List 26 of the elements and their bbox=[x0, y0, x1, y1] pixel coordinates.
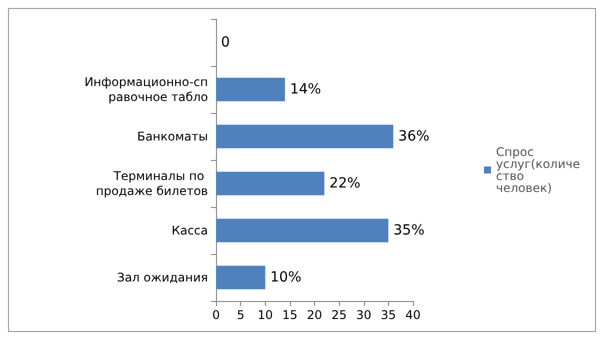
x-tick-label: 10 bbox=[258, 308, 273, 322]
y-tick-label: Зал ожидания bbox=[117, 270, 208, 284]
bar bbox=[216, 78, 285, 102]
x-tick-label: 20 bbox=[306, 308, 322, 322]
y-tick-label: Информационно-справочное табло bbox=[84, 75, 208, 104]
bar bbox=[216, 218, 388, 242]
x-tick-label: 35 bbox=[380, 308, 396, 322]
x-tick-label: 25 bbox=[331, 308, 347, 322]
x-tick-label: 30 bbox=[356, 308, 372, 322]
data-label: 35% bbox=[393, 222, 424, 238]
y-tick-label: Терминалы по продаже билетов bbox=[96, 169, 208, 198]
bar bbox=[216, 172, 324, 196]
bar bbox=[216, 124, 394, 148]
y-tick-label: Банкоматы bbox=[137, 130, 208, 144]
data-label: 0 bbox=[221, 34, 230, 50]
data-label: 36% bbox=[398, 128, 430, 144]
x-tick-label: 0 bbox=[212, 308, 220, 322]
data-label: 22% bbox=[329, 176, 360, 192]
data-label: 10% bbox=[270, 270, 302, 286]
bar bbox=[216, 266, 266, 290]
x-tick-label: 15 bbox=[282, 308, 298, 322]
x-tick-label: 40 bbox=[405, 308, 421, 322]
legend-label: Спрос услуг(количество человек) bbox=[496, 145, 580, 195]
data-label: 14% bbox=[290, 82, 322, 98]
y-tick-label: Касса bbox=[172, 224, 208, 238]
x-tick-label: 5 bbox=[236, 308, 244, 322]
